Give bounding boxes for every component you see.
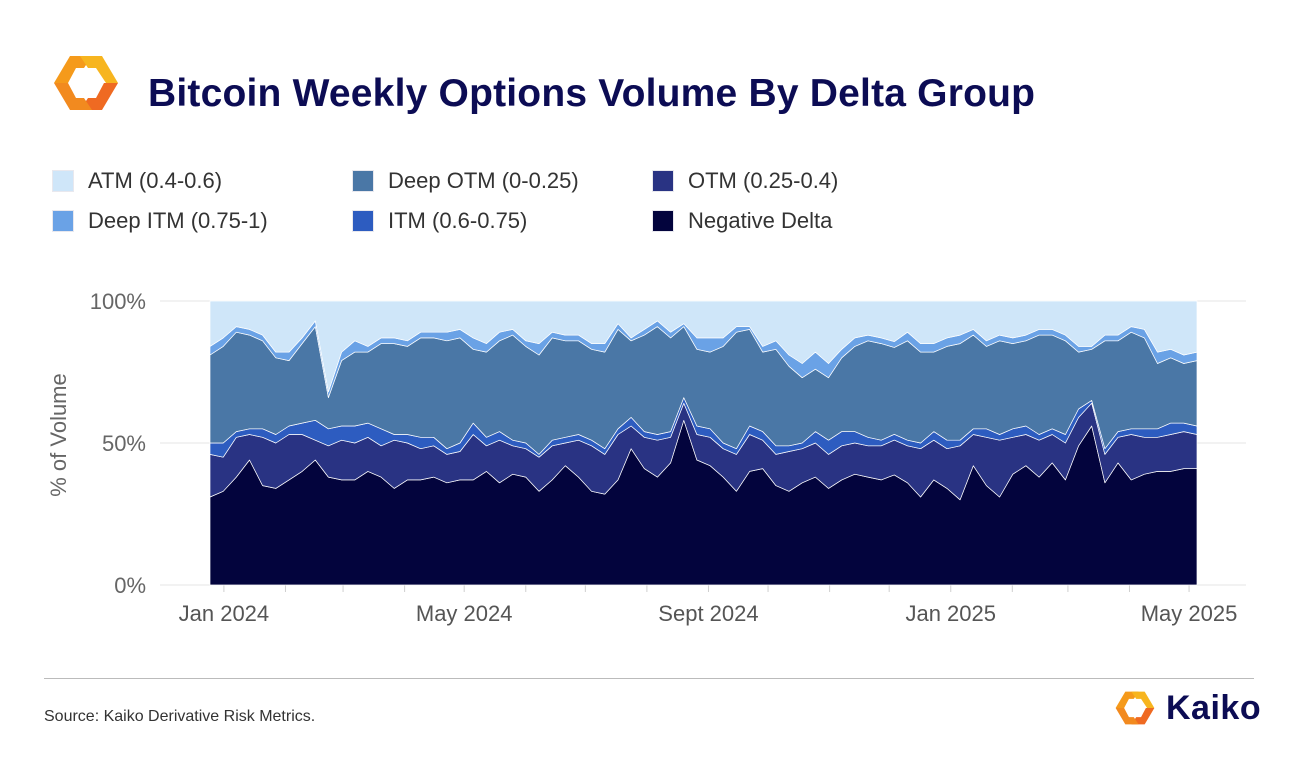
legend-swatch xyxy=(352,210,374,232)
legend-swatch xyxy=(652,210,674,232)
legend-swatch xyxy=(52,210,74,232)
legend-label: OTM (0.25-0.4) xyxy=(688,168,839,193)
legend-item-deep-itm: Deep ITM (0.75-1) xyxy=(52,208,268,234)
legend-swatch xyxy=(352,170,374,192)
stacked-area-chart: 0% 50% 100% Jan 2024 May 2024 Sept 2024 Jan 20… xyxy=(46,289,1246,626)
y-tick-label: 50% xyxy=(102,431,146,456)
legend-item-negative-delta: Negative Delta xyxy=(652,208,832,234)
chart-legend: ATM (0.4-0.6) Deep OTM (0-0.25) OTM (0.2… xyxy=(52,168,952,248)
legend-swatch xyxy=(52,170,74,192)
legend-item-atm: ATM (0.4-0.6) xyxy=(52,168,222,194)
legend-label: Deep OTM (0-0.25) xyxy=(388,168,579,193)
y-tick-label: 100% xyxy=(90,289,146,314)
x-tick-label: May 2024 xyxy=(416,601,513,626)
legend-item-otm: OTM (0.25-0.4) xyxy=(652,168,838,194)
kaiko-logo-icon xyxy=(54,56,118,110)
legend-label: Deep ITM (0.75-1) xyxy=(88,208,268,233)
brand-name: Kaiko xyxy=(1166,688,1262,727)
y-axis-title: % of Volume xyxy=(46,373,71,497)
legend-item-itm: ITM (0.6-0.75) xyxy=(352,208,527,234)
area-series-atm-0-4-0-6 xyxy=(209,300,1198,393)
legend-label: ATM (0.4-0.6) xyxy=(88,168,223,193)
x-tick-label: Jan 2024 xyxy=(179,601,270,626)
brand-logo: Kaiko xyxy=(1112,688,1261,728)
legend-swatch xyxy=(652,170,674,192)
x-tick-label: Sept 2024 xyxy=(658,601,758,626)
footer-divider xyxy=(44,678,1254,679)
source-note: Source: Kaiko Derivative Risk Metrics. xyxy=(44,708,316,725)
x-tick-label: Jan 2025 xyxy=(905,601,996,626)
x-tick-label: May 2025 xyxy=(1141,601,1238,626)
page-title: Bitcoin Weekly Options Volume By Delta G… xyxy=(148,72,1036,115)
legend-item-deep-otm: Deep OTM (0-0.25) xyxy=(352,168,579,194)
legend-label: ITM (0.6-0.75) xyxy=(388,208,528,233)
kaiko-logo-icon xyxy=(1115,691,1155,725)
y-tick-label: 0% xyxy=(114,573,146,598)
legend-label: Negative Delta xyxy=(688,208,833,233)
